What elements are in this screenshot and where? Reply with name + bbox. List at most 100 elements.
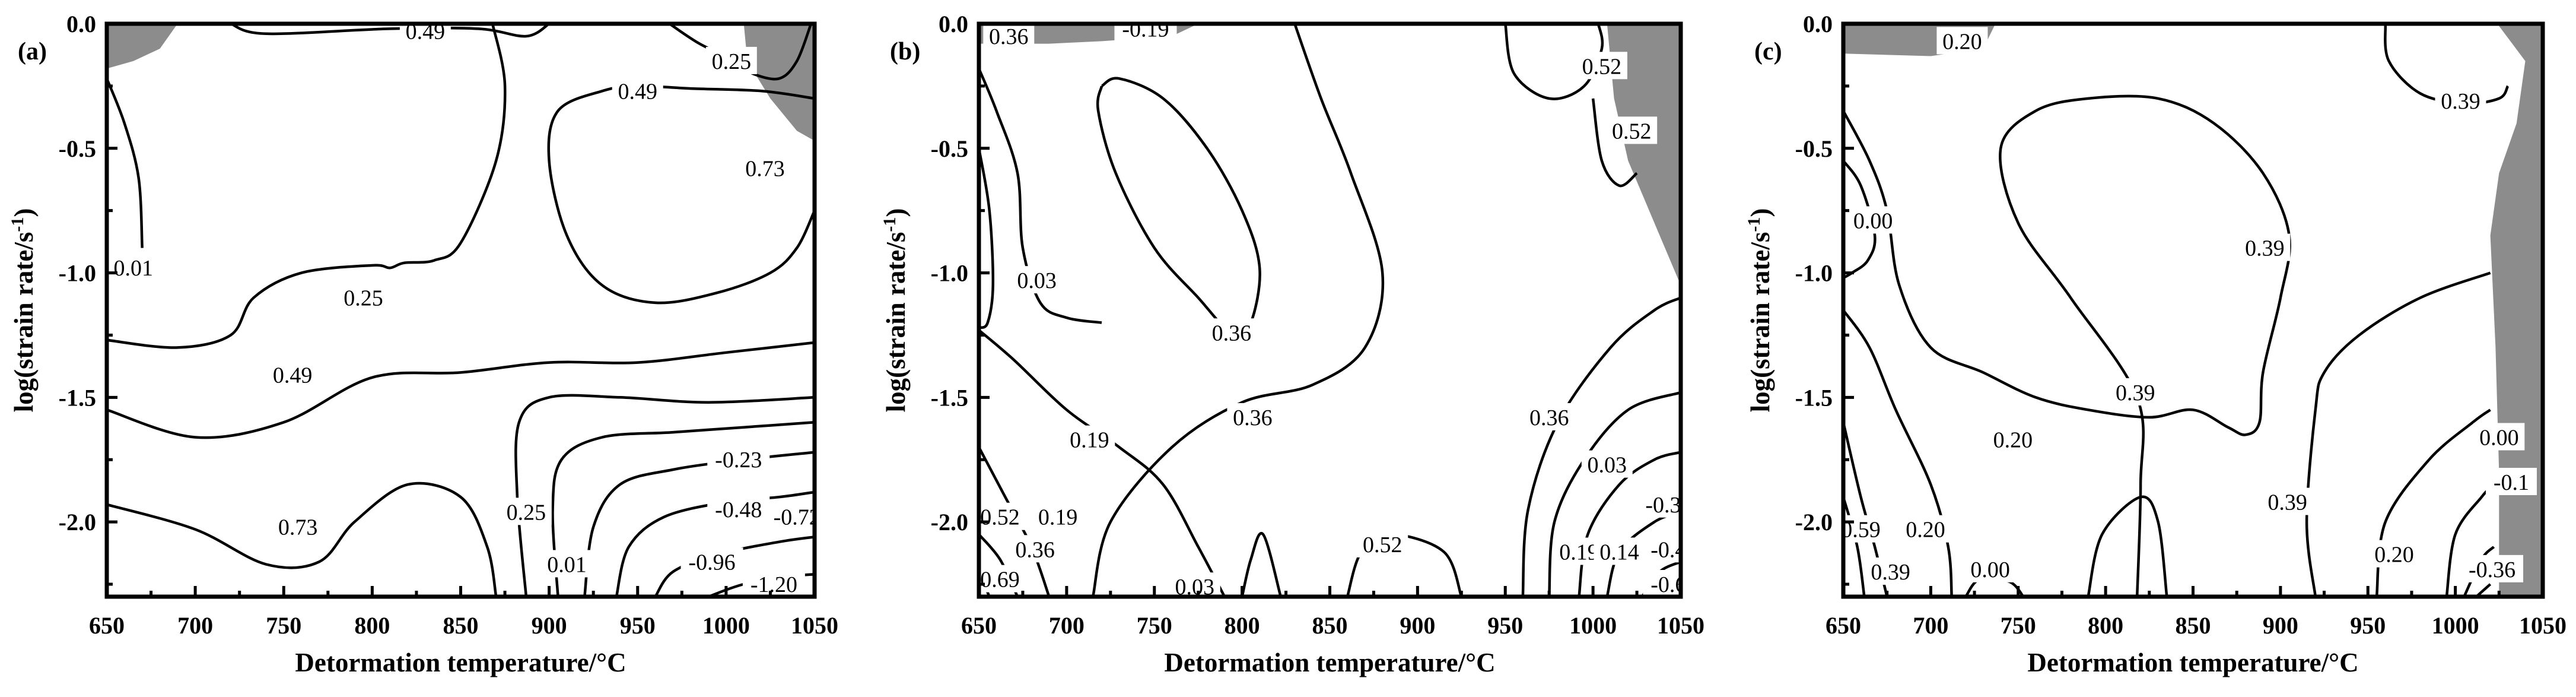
contour-label-bg <box>1637 490 1681 518</box>
x-tick-label: 1050 <box>2519 612 2567 639</box>
contour-line <box>1096 77 1261 338</box>
contour-label: -0.36 <box>2469 557 2515 582</box>
contour-label: -0.23 <box>715 448 762 473</box>
contour-label: 0.36 <box>1529 405 1569 430</box>
y-tick-label: 0.0 <box>939 11 968 37</box>
contour-line <box>1843 496 1866 597</box>
contour-label: 0.36 <box>1233 405 1273 430</box>
y-tick-label: -1.0 <box>1795 260 1833 287</box>
x-tick-label: 700 <box>1913 612 1948 639</box>
contour-label: 0.01 <box>547 552 587 577</box>
contour-label: 0.14 <box>1599 540 1639 565</box>
contour-line <box>979 148 995 330</box>
contour-line <box>2305 271 2491 597</box>
x-tick-label: 800 <box>354 612 390 639</box>
contour-label-bg <box>1643 535 1681 563</box>
contour-label: 0.20 <box>1993 428 2033 453</box>
contour-label-bg <box>983 24 1035 49</box>
x-tick-label: 650 <box>961 612 997 639</box>
x-tick-label: 750 <box>2001 612 2036 639</box>
contour-line <box>1843 309 1953 597</box>
contour-label-bg <box>2435 87 2486 115</box>
contour-label: 0.73 <box>745 156 785 181</box>
plot-frame <box>977 21 1683 599</box>
x-tick-label: 850 <box>443 612 479 639</box>
contour-label: 0.25 <box>507 500 546 525</box>
x-tick-label: 1000 <box>1569 612 1617 639</box>
contour-label: -0.1 <box>2494 470 2529 495</box>
contour-line <box>1843 94 2291 597</box>
panel-letter: (c) <box>1754 38 1782 65</box>
contour-panel-a: 0.49 0.25 0.49 0.73 0.01 0.25 0.49 0.73 -0.23 -0.… <box>8 11 838 677</box>
contour-label-bg <box>1594 537 1645 565</box>
x-tick-label: 850 <box>1312 612 1348 639</box>
contour-label: 0.36 <box>1212 321 1252 346</box>
contour-label-bg <box>267 360 319 388</box>
contour-label-bg <box>2473 423 2525 451</box>
contour-label-bg <box>2262 487 2313 515</box>
contour-line <box>1092 24 1385 597</box>
contour-label: 0.49 <box>406 20 446 45</box>
contour-label: -0.48 <box>715 498 762 522</box>
contour-label-bg <box>707 445 770 473</box>
contour-label-bg <box>1064 425 1115 453</box>
x-tick-label: 650 <box>1826 612 1861 639</box>
contour-line <box>107 341 815 439</box>
contour-label: 0.39 <box>2441 89 2480 114</box>
contour-line <box>979 68 1102 324</box>
contour-label: 0.49 <box>618 79 658 104</box>
y-tick-label: -0.5 <box>1795 135 1833 162</box>
contour-label-bg <box>2110 378 2161 405</box>
contour-line <box>107 24 507 349</box>
contour-label: 0.19 <box>1559 540 1599 565</box>
contour-label-bg <box>1009 535 1061 563</box>
contour-label: 0.39 <box>1871 560 1910 585</box>
contour-panel-c: 0.200.390.000.390.390.200.390.00-0.10.59… <box>1744 11 2567 677</box>
plot-area: 0.200.390.000.390.390.200.390.00-0.10.59… <box>1843 24 2543 597</box>
x-tick-label: 900 <box>532 612 567 639</box>
x-axis-title: Detormation temperature/°C <box>2027 648 2358 677</box>
contour-label: -1.20 <box>750 572 797 597</box>
contour-label-bg <box>1206 318 1257 346</box>
contour-label: -0.6 <box>1650 572 1686 597</box>
x-tick-label: 950 <box>620 612 656 639</box>
contour-label-bg <box>2239 233 2291 261</box>
contour-label: 0.52 <box>980 505 1020 530</box>
panel-letter: (b) <box>890 38 920 65</box>
contour-label-bg <box>1357 530 1408 557</box>
contour-line <box>107 78 144 248</box>
unstable-region <box>107 24 178 69</box>
y-tick-label: -1.5 <box>931 384 968 411</box>
contour-label-bg <box>1581 450 1633 478</box>
contour-label: 0.52 <box>1363 533 1403 557</box>
contour-label-bg <box>707 495 770 523</box>
y-axis-title: log(strain rate/s-1) <box>880 208 911 413</box>
unstable-region <box>743 24 815 141</box>
contour-label: 0.36 <box>1015 537 1055 562</box>
x-tick-label: 750 <box>266 612 301 639</box>
x-tick-label: 900 <box>2263 612 2298 639</box>
contour-label: 0.19 <box>1070 428 1109 453</box>
contour-label-bg <box>107 254 159 281</box>
contour-line <box>107 481 498 597</box>
contour-label-bg <box>1114 24 1177 42</box>
x-tick-label: 1050 <box>791 612 838 639</box>
x-tick-label: 1000 <box>702 612 750 639</box>
contour-label: 0.03 <box>1588 453 1627 478</box>
y-axis-title: log(strain rate/s-1) <box>1744 208 1775 413</box>
contour-label: 0.00 <box>2479 425 2519 450</box>
contour-label: 0.52 <box>1612 119 1652 144</box>
contour-label-bg <box>1227 403 1279 430</box>
contour-line <box>547 84 815 305</box>
contour-label-bg <box>541 550 593 578</box>
contour-line <box>1504 24 1604 100</box>
contour-label: 0.25 <box>344 286 383 311</box>
contour-label-bg <box>705 46 757 74</box>
contour-label-bg <box>1900 515 1951 543</box>
contour-label: -0.96 <box>688 550 735 575</box>
contour-label-bg <box>612 77 663 104</box>
panel-letter: (a) <box>18 38 47 65</box>
contour-label-bg <box>739 154 791 182</box>
contour-line <box>1591 98 1638 188</box>
